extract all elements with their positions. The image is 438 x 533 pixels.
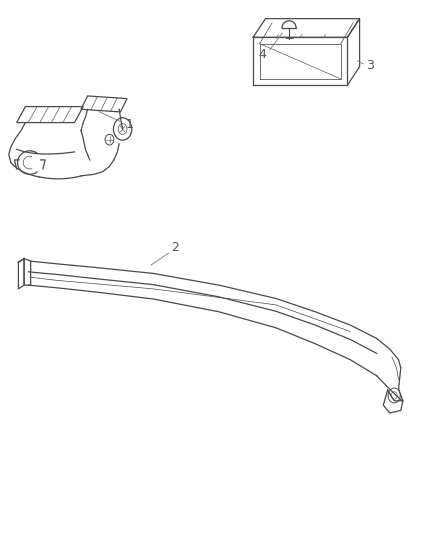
Text: 4: 4 [258, 49, 266, 61]
Text: 1: 1 [125, 118, 133, 131]
Text: 2: 2 [171, 241, 179, 254]
Text: 3: 3 [366, 59, 374, 71]
